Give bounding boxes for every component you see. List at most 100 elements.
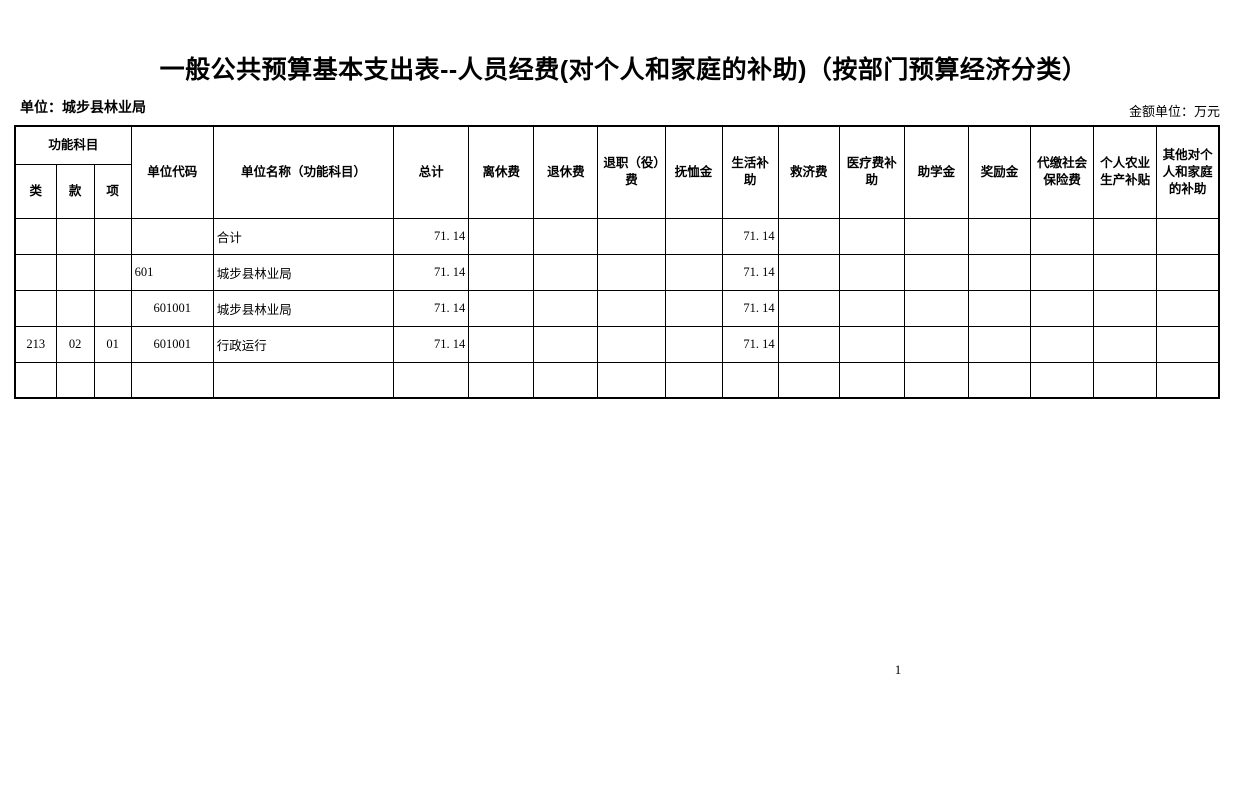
value-cell — [1156, 361, 1220, 399]
header-lixiufei: 离休费 — [468, 125, 535, 219]
header-unit-name: 单位名称（功能科目） — [212, 125, 395, 219]
value-cell — [1030, 361, 1095, 399]
value-cell — [533, 253, 599, 291]
unit-label: 单位：城步县林业局 — [20, 99, 146, 115]
unit-name-cell: 合计 — [212, 217, 395, 255]
value-cell — [393, 361, 470, 399]
unit-name-cell: 城步县林业局 — [212, 289, 395, 327]
func-class-cell — [14, 289, 57, 327]
value-cell — [1156, 289, 1220, 327]
func-section-cell: 02 — [55, 325, 95, 363]
value-cell — [664, 325, 723, 363]
value-cell: 71. 14 — [721, 325, 779, 363]
header-func-group: 功能科目 — [14, 125, 132, 165]
value-cell — [597, 253, 666, 291]
value-cell — [468, 325, 535, 363]
header-shebaofei: 代缴社会保险费 — [1030, 125, 1095, 219]
header-tuixiufei: 退休费 — [533, 125, 599, 219]
func-item-cell — [93, 217, 132, 255]
header-jianglijin: 奖励金 — [967, 125, 1032, 219]
header-func-item: 项 — [93, 163, 132, 219]
unit-code-cell — [130, 361, 214, 399]
header-total: 总计 — [393, 125, 470, 219]
header-func-section: 款 — [55, 163, 95, 219]
value-cell — [468, 217, 535, 255]
value-cell — [1156, 253, 1220, 291]
value-cell — [1156, 325, 1220, 363]
value-cell — [903, 289, 969, 327]
func-class-cell — [14, 253, 57, 291]
value-cell: 71. 14 — [393, 325, 470, 363]
unit-code-cell: 601001 — [130, 289, 214, 327]
table-body: 合计 71. 14 71. 14 601 城步县林业局 71. 14 71. 14 60100… — [14, 217, 1220, 399]
value-cell — [597, 325, 666, 363]
value-cell — [777, 253, 840, 291]
value-cell: 71. 14 — [721, 217, 779, 255]
func-item-cell — [93, 289, 132, 327]
value-cell — [468, 361, 535, 399]
unit-name-cell — [212, 361, 395, 399]
value-cell — [721, 361, 779, 399]
value-cell — [777, 289, 840, 327]
value-cell — [597, 217, 666, 255]
func-class-cell — [14, 217, 57, 255]
value-cell — [903, 217, 969, 255]
value-cell — [1030, 253, 1095, 291]
func-item-cell: 01 — [93, 325, 132, 363]
header-jiujifei: 救济费 — [777, 125, 840, 219]
value-cell — [597, 361, 666, 399]
value-cell — [597, 289, 666, 327]
page-title: 一般公共预算基本支出表--人员经费(对个人和家庭的补助)（按部门预算经济分类） — [159, 56, 1088, 84]
value-cell — [533, 217, 599, 255]
value-cell — [1156, 217, 1220, 255]
value-cell — [1093, 289, 1158, 327]
header-zhuxuejin: 助学金 — [903, 125, 969, 219]
header-tuizhifei: 退职（役）费 — [597, 125, 666, 219]
header-shenghuobuzhu: 生活补助 — [721, 125, 779, 219]
header-unit-code: 单位代码 — [130, 125, 214, 219]
value-cell — [967, 361, 1032, 399]
value-cell — [1093, 253, 1158, 291]
header-yiliaofei-buzhu: 医疗费补助 — [838, 125, 905, 219]
value-cell — [1093, 325, 1158, 363]
value-cell — [1030, 289, 1095, 327]
value-cell: 71. 14 — [721, 289, 779, 327]
value-cell — [468, 289, 535, 327]
func-section-cell — [55, 253, 95, 291]
func-item-cell — [93, 361, 132, 399]
table-row: 213 02 01 601001 行政运行 71. 14 71. 14 — [14, 325, 1220, 363]
value-cell — [838, 253, 905, 291]
unit-code-cell — [130, 217, 214, 255]
value-cell — [903, 325, 969, 363]
func-section-cell — [55, 361, 95, 399]
table-row: 合计 71. 14 71. 14 — [14, 217, 1220, 255]
func-section-cell — [55, 289, 95, 327]
value-cell — [838, 289, 905, 327]
value-cell — [664, 253, 723, 291]
page-number: 1 — [894, 662, 902, 677]
value-cell: 71. 14 — [393, 289, 470, 327]
value-cell — [1093, 361, 1158, 399]
unit-code-cell: 601001 — [130, 325, 214, 363]
value-cell — [903, 361, 969, 399]
budget-table: 功能科目 单位代码 单位名称（功能科目） 总计 离休费 退休费 退职（役）费 抚… — [14, 125, 1220, 399]
value-cell: 71. 14 — [721, 253, 779, 291]
table-row: 601001 城步县林业局 71. 14 71. 14 — [14, 289, 1220, 327]
value-cell — [664, 289, 723, 327]
value-cell — [967, 325, 1032, 363]
unit-name-cell: 行政运行 — [212, 325, 395, 363]
value-cell — [664, 217, 723, 255]
value-cell — [777, 217, 840, 255]
value-cell — [1093, 217, 1158, 255]
table-row — [14, 361, 1220, 399]
value-cell — [1030, 217, 1095, 255]
value-cell — [838, 361, 905, 399]
value-cell — [838, 217, 905, 255]
header-fuxujin: 抚恤金 — [664, 125, 723, 219]
unit-code-cell: 601 — [130, 253, 214, 291]
header-nongye-butie: 个人农业生产补贴 — [1093, 125, 1158, 219]
func-class-cell — [14, 361, 57, 399]
header-func-class: 类 — [14, 163, 57, 219]
value-cell — [664, 361, 723, 399]
